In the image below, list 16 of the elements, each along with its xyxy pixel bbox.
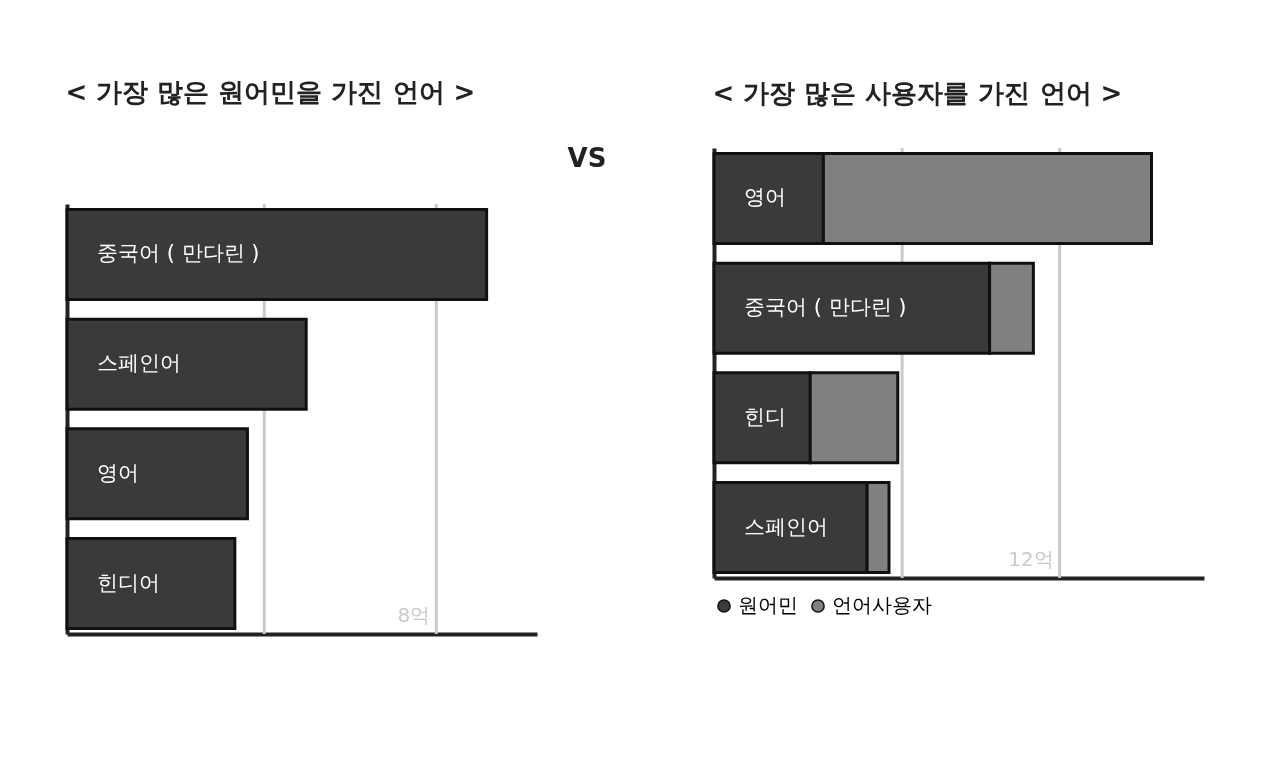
y-tick-label: 중국어 ( 만다린 ) [744, 295, 907, 320]
legend-label: 원어민 [738, 593, 798, 617]
bar [65, 427, 249, 521]
y-tick-label: 힌디 [744, 404, 786, 429]
y-tick-label: 영어 [97, 460, 139, 485]
bar [65, 317, 308, 411]
bar [65, 207, 489, 301]
y-tick-label: 스페인어 [97, 351, 181, 376]
chart-title: < 가장 많은 사용자를 가진 언어 > [712, 77, 1123, 108]
y-tick-label: 스페인어 [744, 514, 828, 539]
legend-label: 언어사용자 [832, 593, 932, 617]
chart-title: < 가장 많은 원어민을 가진 언어 > [65, 77, 476, 107]
y-tick-label: 힌디어 [97, 570, 160, 595]
y-tick-label: 영어 [744, 185, 786, 210]
text: VS [567, 143, 607, 173]
y-tick-label: 중국어 ( 만다린 ) [97, 241, 260, 266]
